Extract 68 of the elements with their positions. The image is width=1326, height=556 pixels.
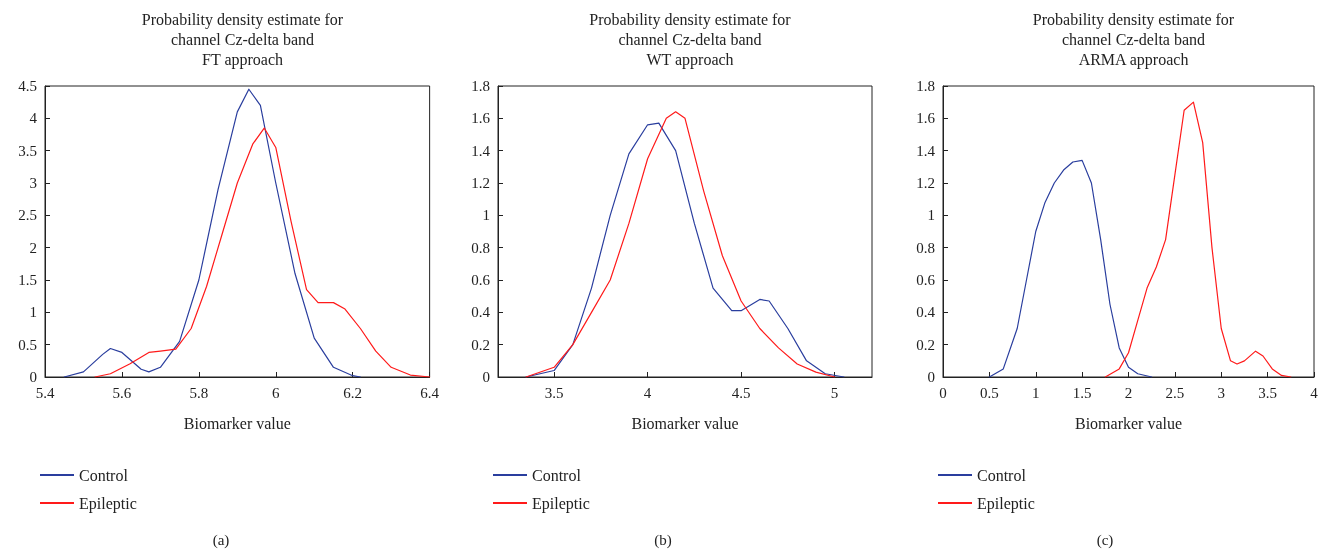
text: (b) (654, 531, 672, 549)
legend-label: Epileptic (532, 494, 590, 513)
y-tick-label: 0.8 (471, 239, 490, 256)
y-tick-label: 1.6 (471, 110, 491, 127)
x-tick-label: 3.5 (1258, 384, 1277, 401)
y-tick-label: 1 (29, 304, 37, 321)
line-series (988, 159, 1153, 378)
y-tick-label: 1.2 (916, 175, 935, 191)
y-tick-label: 0.4 (916, 304, 936, 321)
chart-title: Probability density estimate for channel Cz-delta band WT approach (589, 10, 792, 69)
y-tick-label: 1 (927, 207, 935, 224)
line-series (63, 88, 361, 378)
y-tick-label: 4 (29, 110, 38, 127)
x-tick-label: 3 (1217, 384, 1225, 401)
y-tick-label: 0.2 (471, 336, 490, 353)
chart-title: Probability density estimate for channel Cz-delta band ARMA approach (1032, 10, 1235, 69)
y-tick-label: 1.8 (916, 78, 935, 94)
x-tick-label: 6 (272, 384, 281, 401)
legend-label: Control (532, 466, 582, 484)
x-tick-label: 2 (1124, 384, 1133, 401)
y-tick-label: 0.6 (916, 272, 936, 288)
y-tick-label: 0.5 (18, 336, 37, 353)
y-tick-label: 1.5 (18, 272, 37, 288)
x-tick-label: 5.4 (35, 384, 55, 401)
y-tick-label: 3 (29, 175, 37, 191)
x-tick-label: 4 (643, 384, 652, 401)
line-series (1104, 101, 1292, 378)
x-tick-label: 1 (1032, 384, 1040, 401)
x-axis-title: Biomarker value (631, 414, 739, 432)
y-tick-label: 3.5 (18, 142, 37, 159)
y-tick-label: 1.4 (471, 142, 491, 159)
x-tick-label: 5.6 (112, 384, 132, 401)
x-tick-label: 2.5 (1165, 384, 1185, 401)
x-tick-label: 0 (939, 384, 947, 401)
y-tick-label: 4.5 (18, 78, 37, 94)
legend-label: Epileptic (977, 494, 1035, 513)
y-tick-label: 2 (29, 239, 37, 256)
legend-label: Epileptic (79, 494, 137, 513)
x-tick-label: 5 (830, 384, 839, 401)
y-tick-label: 0 (29, 369, 37, 385)
x-tick-label: 1.5 (1072, 384, 1092, 401)
y-tick-label: 1 (482, 207, 490, 224)
x-axis-title: Biomarker value (1074, 414, 1183, 432)
y-tick-label: 1.2 (471, 175, 490, 191)
y-tick-label: 0.4 (471, 304, 491, 321)
x-tick-label: 0.5 (980, 384, 999, 401)
legend-label: Control (977, 466, 1027, 484)
y-tick-label: 0.2 (916, 336, 935, 353)
y-tick-label: 1.6 (916, 110, 936, 127)
y-tick-label: 0.6 (471, 272, 491, 288)
y-tick-label: 0 (927, 369, 935, 385)
y-tick-label: 0.8 (916, 239, 935, 256)
legend-label: Control (79, 466, 129, 484)
text: (a) (212, 531, 230, 549)
y-tick-label: 2.5 (18, 207, 37, 224)
x-tick-label: 6.2 (343, 384, 363, 401)
x-tick-label: 4 (1310, 384, 1319, 401)
text: (c) (1096, 531, 1114, 549)
x-axis-title: Biomarker value (183, 414, 291, 432)
y-tick-label: 0 (482, 369, 490, 385)
y-tick-label: 1.4 (916, 142, 936, 159)
x-tick-label: 5.8 (189, 384, 209, 401)
x-tick-label: 4.5 (731, 384, 751, 401)
line-series (94, 127, 431, 378)
y-tick-label: 1.8 (471, 78, 490, 94)
x-tick-label: 6.4 (420, 384, 440, 401)
x-tick-label: 3.5 (544, 384, 564, 401)
chart-title: Probability density estimate for channel Cz-delta band FT approach (141, 10, 344, 69)
